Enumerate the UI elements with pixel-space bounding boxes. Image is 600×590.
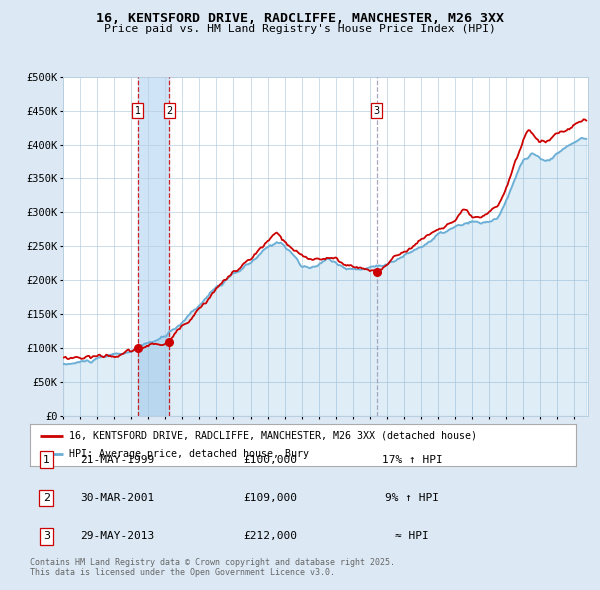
Text: HPI: Average price, detached house, Bury: HPI: Average price, detached house, Bury bbox=[70, 449, 310, 459]
Text: £109,000: £109,000 bbox=[243, 493, 297, 503]
Text: 1: 1 bbox=[134, 106, 141, 116]
Text: 3: 3 bbox=[374, 106, 380, 116]
Text: 1: 1 bbox=[43, 455, 50, 464]
Text: This data is licensed under the Open Government Licence v3.0.: This data is licensed under the Open Gov… bbox=[30, 568, 335, 576]
Text: 30-MAR-2001: 30-MAR-2001 bbox=[80, 493, 154, 503]
Text: 21-MAY-1999: 21-MAY-1999 bbox=[80, 455, 154, 464]
Text: 17% ↑ HPI: 17% ↑ HPI bbox=[382, 455, 443, 464]
Bar bbox=[138, 77, 169, 416]
Text: 9% ↑ HPI: 9% ↑ HPI bbox=[385, 493, 439, 503]
Text: 3: 3 bbox=[43, 532, 50, 541]
Text: 29-MAY-2013: 29-MAY-2013 bbox=[80, 532, 154, 541]
Text: £212,000: £212,000 bbox=[243, 532, 297, 541]
Text: £100,000: £100,000 bbox=[243, 455, 297, 464]
Text: 2: 2 bbox=[166, 106, 173, 116]
Text: 16, KENTSFORD DRIVE, RADCLIFFE, MANCHESTER, M26 3XX: 16, KENTSFORD DRIVE, RADCLIFFE, MANCHEST… bbox=[96, 12, 504, 25]
Text: Price paid vs. HM Land Registry's House Price Index (HPI): Price paid vs. HM Land Registry's House … bbox=[104, 24, 496, 34]
Text: 16, KENTSFORD DRIVE, RADCLIFFE, MANCHESTER, M26 3XX (detached house): 16, KENTSFORD DRIVE, RADCLIFFE, MANCHEST… bbox=[70, 431, 478, 441]
Text: Contains HM Land Registry data © Crown copyright and database right 2025.: Contains HM Land Registry data © Crown c… bbox=[30, 558, 395, 566]
Text: 2: 2 bbox=[43, 493, 50, 503]
Text: ≈ HPI: ≈ HPI bbox=[395, 532, 429, 541]
